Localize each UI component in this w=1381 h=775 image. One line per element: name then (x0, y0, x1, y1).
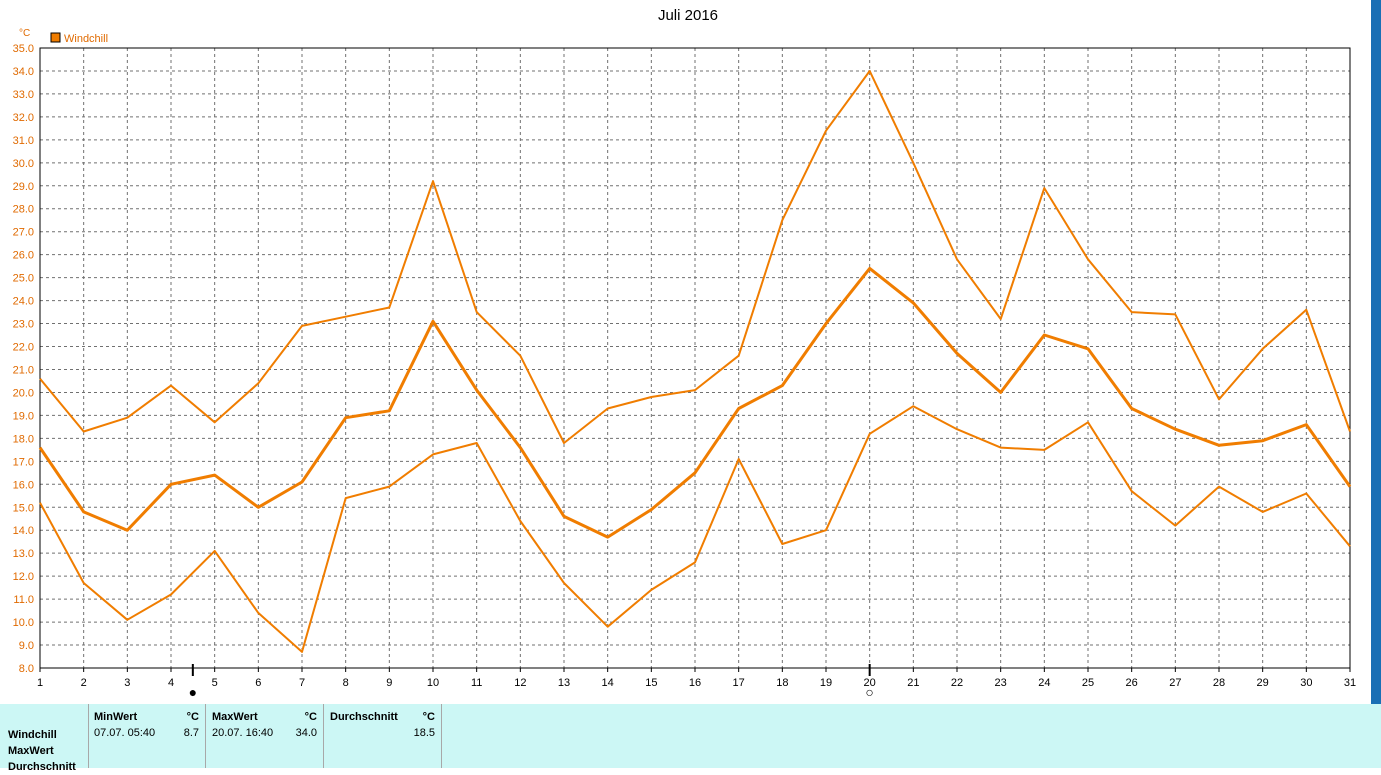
y-tick-label: 33.0 (13, 89, 34, 101)
y-tick-label: 12.0 (13, 571, 34, 583)
y-tick-label: 24.0 (13, 296, 34, 308)
x-tick-label: 2 (81, 677, 87, 689)
min-value: 8.7 (183, 727, 199, 739)
max-when: 20.07. 16:40 (212, 727, 274, 739)
y-tick-label: 27.0 (13, 227, 34, 239)
y-tick-label: 28.0 (13, 204, 34, 216)
chart-title: Juli 2016 (658, 7, 718, 24)
y-tick-label: 13.0 (13, 548, 34, 560)
x-tick-label: 22 (951, 677, 963, 689)
avg-header: Durchschnitt (330, 711, 398, 723)
avg-value: 18.5 (413, 727, 435, 739)
avg-column: Durchschnitt °C 18.5 (324, 704, 442, 768)
y-tick-label: 16.0 (13, 479, 34, 491)
column-divider (88, 704, 89, 768)
chart-area: 8.0 9.0 10.0 11.0 12.0 13.0 14.0 15.0 16.0 17.0 18… (13, 0, 1381, 704)
min-header: MinWert (94, 711, 138, 723)
y-tick-label: 30.0 (13, 158, 34, 170)
row-label-maxwert: MaxWert (8, 745, 54, 757)
y-tick-label: 25.0 (13, 273, 34, 285)
y-tick-label: 31.0 (13, 135, 34, 147)
y-tick-label: 35.0 (13, 43, 34, 55)
x-tick-label: 30 (1300, 677, 1312, 689)
x-tick-label: 17 (733, 677, 745, 689)
min-unit: °C (186, 711, 199, 723)
x-tick-label: 7 (299, 677, 305, 689)
y-tick-label: 18.0 (13, 433, 34, 445)
row-label-windchill: Windchill (8, 729, 57, 741)
legend-swatch (50, 32, 61, 43)
y-tick-label: 22.0 (13, 342, 34, 354)
x-tick-label: 24 (1038, 677, 1050, 689)
y-tick-label: 21.0 (13, 364, 34, 376)
x-tick-label: 15 (645, 677, 657, 689)
y-tick-label: 32.0 (13, 112, 34, 124)
y-tick-label: 11.0 (13, 594, 34, 606)
max-value: 34.0 (295, 727, 317, 739)
y-tick-label: 17.0 (13, 456, 34, 468)
y-tick-label: 29.0 (13, 181, 34, 193)
row-label-durchschnitt: Durchschnitt (8, 761, 76, 773)
x-tick-label: 13 (558, 677, 570, 689)
x-tick-label: 11 (471, 677, 482, 689)
x-tick-label: 3 (124, 677, 130, 689)
x-tick-label: 23 (995, 677, 1007, 689)
max-header: MaxWert (212, 711, 258, 723)
x-tick-label: 21 (907, 677, 919, 689)
x-tick-label: 18 (776, 677, 788, 689)
x-tick-label: 6 (255, 677, 261, 689)
marker-symbol: ○ (865, 684, 873, 700)
series-line-1 (38, 266, 1352, 539)
series-line-2 (39, 405, 1351, 653)
plot-frame (39, 47, 1351, 669)
max-column: MaxWert °C 20.07. 16:40 34.0 (206, 704, 324, 768)
y-tick-label: 34.0 (13, 66, 34, 78)
y-tick-label: 23.0 (13, 319, 34, 331)
x-tick-label: 4 (168, 677, 174, 689)
avg-unit: °C (422, 711, 435, 723)
x-tick-label: 19 (820, 677, 832, 689)
x-tick-label: 29 (1257, 677, 1269, 689)
y-tick-label: 20.0 (13, 387, 34, 399)
x-tick-label: 5 (212, 677, 218, 689)
marker-symbol: ● (189, 684, 197, 700)
y-tick-label: 15.0 (13, 502, 34, 514)
x-tick-label: 26 (1126, 677, 1138, 689)
x-tick-label: 16 (689, 677, 701, 689)
x-tick-label: 14 (602, 677, 614, 689)
x-tick-label: 27 (1169, 677, 1181, 689)
y-tick-label: 8.0 (19, 663, 34, 675)
max-unit: °C (304, 711, 317, 723)
x-tick-label: 25 (1082, 677, 1094, 689)
window-right-border (1371, 0, 1381, 704)
windchill-chart: 8.09.010.011.012.013.014.015.016.017.018… (13, 7, 1357, 700)
statistics-panel: Windchill MaxWert Durchschnitt MinWert °… (0, 704, 1381, 773)
x-tick-label: 28 (1213, 677, 1225, 689)
y-tick-label: 9.0 (19, 640, 34, 652)
min-when: 07.07. 05:40 (94, 727, 156, 739)
series-line-0 (39, 70, 1351, 444)
legend-label: Windchill (64, 33, 108, 45)
y-tick-label: 10.0 (13, 617, 34, 629)
x-tick-label: 20 (864, 677, 876, 689)
x-tick-label: 12 (514, 677, 526, 689)
y-tick-label: 19.0 (13, 410, 34, 422)
y-tick-label: 26.0 (13, 250, 34, 262)
x-tick-label: 10 (427, 677, 439, 689)
x-tick-label: 31 (1344, 677, 1356, 689)
y-tick-label: 14.0 (13, 525, 34, 537)
x-tick-label: 1 (37, 677, 43, 689)
x-tick-label: 9 (386, 677, 392, 689)
x-tick-label: 8 (343, 677, 349, 689)
y-axis-unit: °C (19, 28, 30, 39)
min-column: MinWert °C 07.07. 05:40 8.7 (89, 704, 206, 768)
